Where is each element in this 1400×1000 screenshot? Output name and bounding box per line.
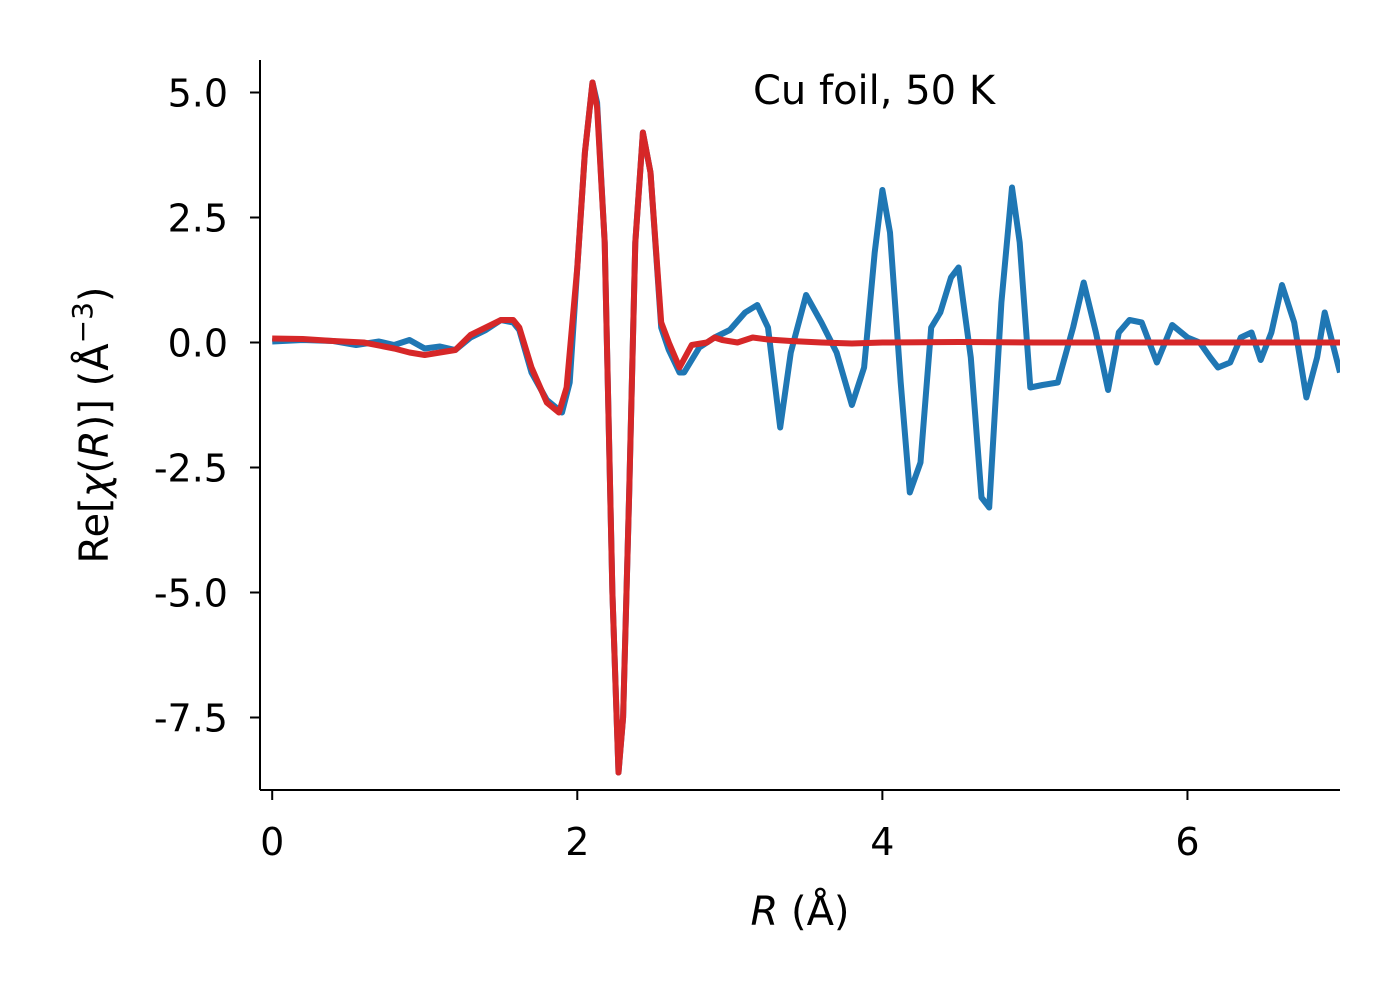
y-axis-title-chi: χ bbox=[72, 472, 118, 499]
y-axis-title-end: ) bbox=[72, 286, 118, 302]
y-tick-label: 2.5 bbox=[168, 197, 228, 241]
y-axis-title-close: )] (Å bbox=[70, 343, 118, 431]
x-axis-title: R (Å) bbox=[750, 887, 849, 935]
y-tick-label: -5.0 bbox=[154, 572, 228, 616]
y-axis-ticks: 5.0 2.5 0.0 -2.5 -5.0 -7.5 bbox=[154, 72, 260, 741]
x-tick-label: 6 bbox=[1175, 820, 1199, 864]
x-axis-title-unit: (Å) bbox=[778, 887, 849, 935]
annotation-label: Cu foil, 50 K bbox=[753, 68, 997, 114]
y-tick-label: 0.0 bbox=[168, 322, 228, 366]
y-tick-label: 5.0 bbox=[168, 72, 228, 116]
y-axis-title-var: R bbox=[72, 430, 118, 458]
x-tick-label: 2 bbox=[565, 820, 589, 864]
x-tick-label: 0 bbox=[260, 820, 284, 864]
y-axis-title-pre: Re[ bbox=[72, 497, 118, 563]
series-line-2 bbox=[272, 79, 1340, 776]
x-axis-ticks: 0 2 4 6 bbox=[260, 790, 1200, 864]
x-tick-label: 4 bbox=[870, 820, 894, 864]
x-axis-title-var: R bbox=[750, 889, 778, 935]
y-tick-label: -2.5 bbox=[154, 447, 228, 491]
series-layer bbox=[272, 79, 1340, 776]
y-axis-title: Re[χ(R)] (Å−3) bbox=[66, 286, 118, 563]
y-axis-title-open: ( bbox=[72, 458, 118, 474]
series-line-1 bbox=[272, 79, 1340, 776]
y-axis-title-sup: −3 bbox=[66, 302, 99, 343]
y-tick-label: -7.5 bbox=[154, 697, 228, 741]
